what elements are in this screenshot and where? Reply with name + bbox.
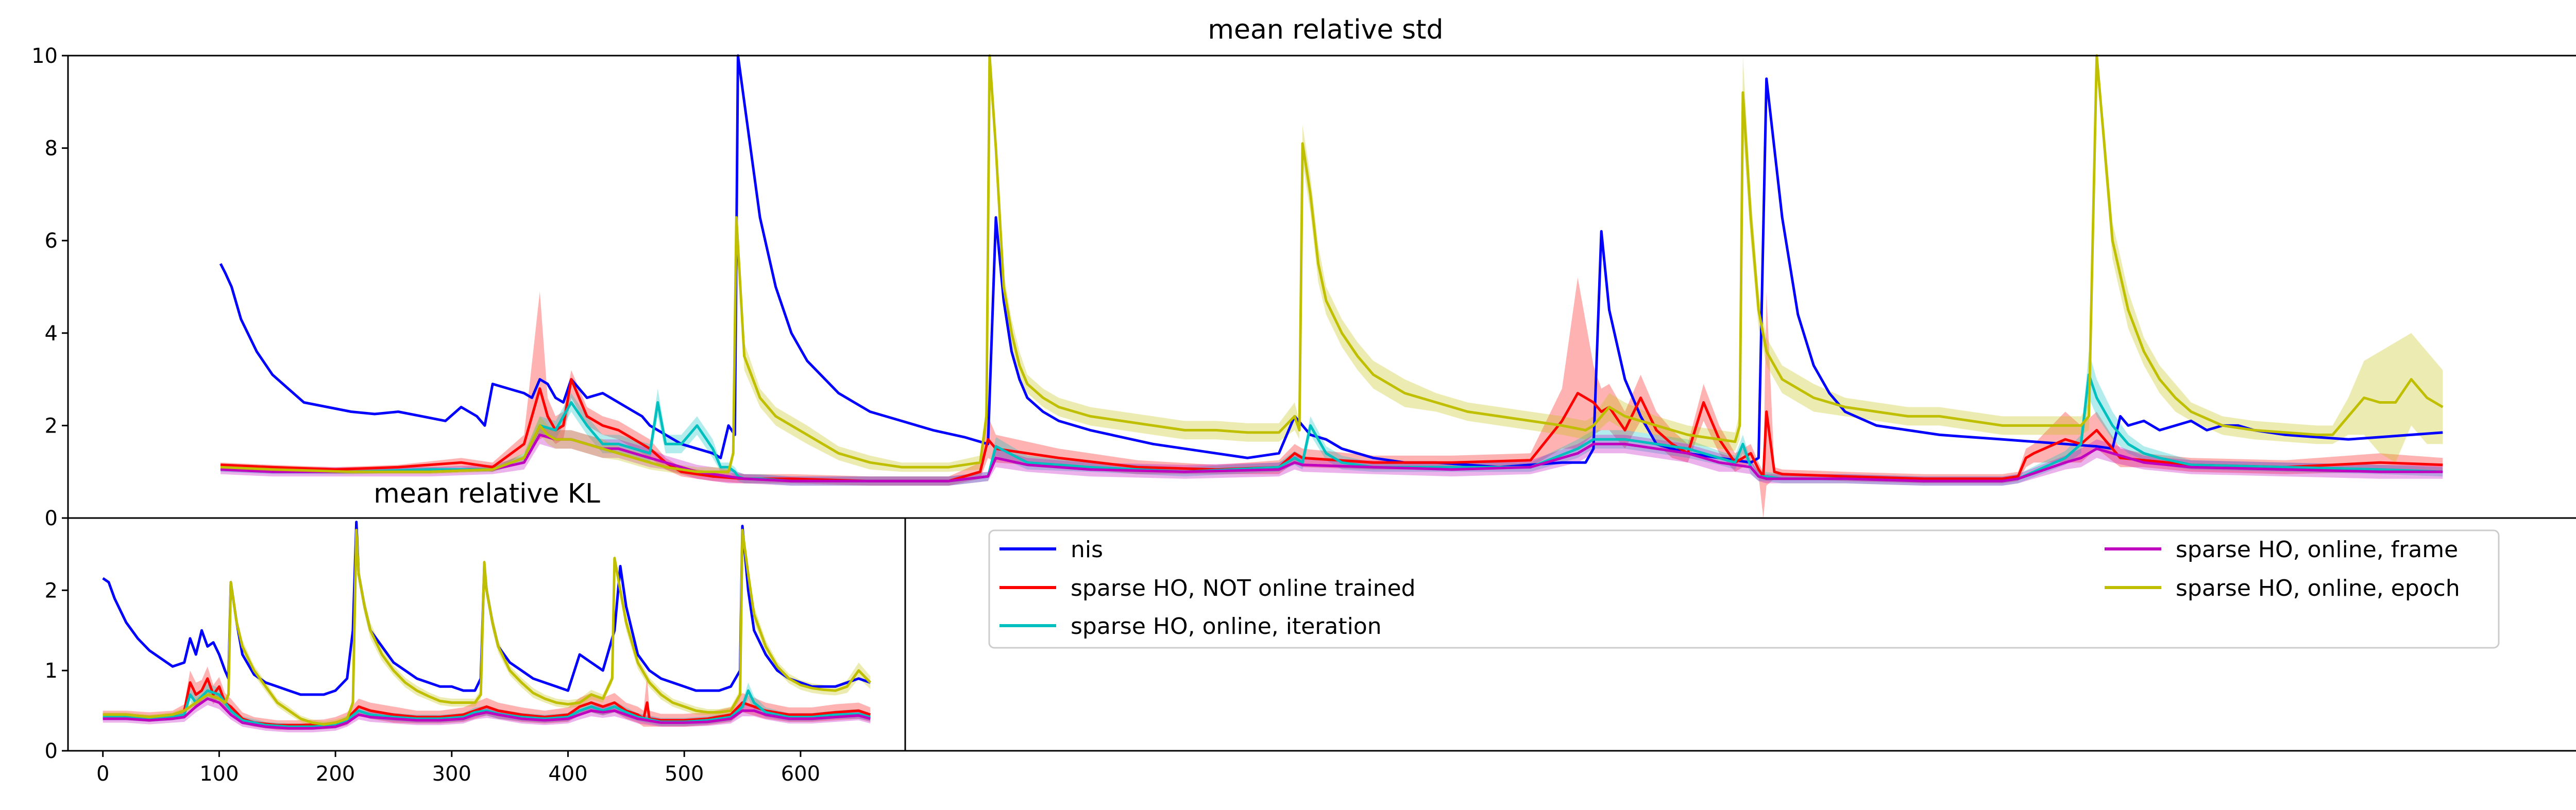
kl-x-tick-label: 100 xyxy=(199,762,239,786)
std-y-tick-label: 2 xyxy=(45,414,58,438)
kl-x-tick-label: 0 xyxy=(96,762,109,786)
legend-entry: nis xyxy=(999,537,1103,563)
legend-entry: sparse HO, online, frame xyxy=(2105,537,2458,563)
legend-panel: nis sparse HO, NOT online trained sparse… xyxy=(904,517,2576,752)
std-band-sparse-ho-online-frame xyxy=(221,425,2443,486)
kl-y-axis: 0 1 2 xyxy=(45,579,68,763)
kl-band-sparse-ho-not-online-trained xyxy=(103,666,871,730)
kl-chart-title: mean relative KL xyxy=(374,478,600,509)
kl-x-axis: 0 100 200 300 400 500 600 xyxy=(96,751,820,786)
kl-lines xyxy=(102,521,872,730)
kl-line-sparse-ho-online-iteration xyxy=(103,689,871,728)
legend-box xyxy=(988,529,2500,649)
std-line-sparse-ho-online-iteration xyxy=(220,373,2443,482)
std-y-tick-label: 6 xyxy=(45,229,58,253)
kl-x-tick-label: 300 xyxy=(432,762,471,786)
kl-panel: mean relative KL 0 1 2 0 100 200 300 400 500 600 xyxy=(45,478,906,786)
kl-x-tick-label: 500 xyxy=(665,762,704,786)
std-y-tick-label: 4 xyxy=(45,322,58,346)
kl-y-tick-label: 1 xyxy=(45,659,58,683)
std-y-axis: 0 2 4 6 8 10 xyxy=(31,44,68,530)
kl-line-sparse-ho-not-online-trained xyxy=(103,677,871,727)
kl-y-tick-label: 0 xyxy=(45,739,58,763)
legend-label-epoch: sparse HO, online, epoch xyxy=(2176,575,2460,601)
std-chart-title: mean relative std xyxy=(1208,14,1443,45)
legend-label-nis: nis xyxy=(1071,537,1103,563)
kl-line-sparse-ho-online-epoch xyxy=(103,528,872,726)
legend-entry: sparse HO, online, epoch xyxy=(2105,575,2460,601)
kl-x-tick-label: 600 xyxy=(781,762,820,786)
std-line-nis xyxy=(219,54,2443,469)
legend-entry: sparse HO, online, iteration xyxy=(999,613,1382,640)
std-y-tick-label: 0 xyxy=(45,507,58,530)
std-lines xyxy=(219,54,2444,482)
std-y-tick-label: 10 xyxy=(31,44,58,68)
std-line-sparse-ho-not-online-trained xyxy=(220,378,2443,482)
legend-label-not-online: sparse HO, NOT online trained xyxy=(1071,575,1416,601)
legend-entry: sparse HO, NOT online trained xyxy=(999,575,1416,601)
legend-label-iteration: sparse HO, online, iteration xyxy=(1071,613,1382,640)
std-line-sparse-ho-online-epoch xyxy=(220,54,2444,473)
std-y-tick-label: 8 xyxy=(45,137,58,161)
legend-label-frame: sparse HO, online, frame xyxy=(2176,537,2458,563)
kl-y-tick-label: 2 xyxy=(45,579,58,602)
legend-panel-frame xyxy=(904,517,2576,752)
kl-line-nis xyxy=(102,521,871,696)
kl-x-tick-label: 400 xyxy=(548,762,587,786)
kl-x-tick-label: 200 xyxy=(316,762,355,786)
kl-line-sparse-ho-online-frame xyxy=(103,697,871,730)
